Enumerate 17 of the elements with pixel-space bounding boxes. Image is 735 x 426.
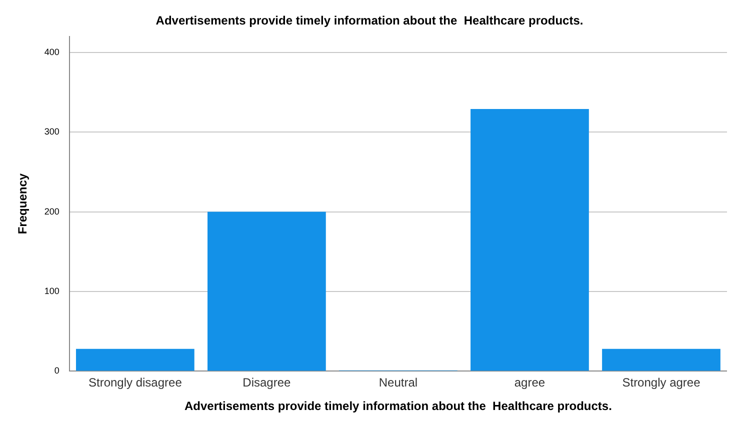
bar — [76, 348, 194, 371]
bar — [470, 108, 589, 371]
bar — [208, 212, 326, 371]
y-tick-label: 300 — [44, 126, 60, 137]
x-axis-title: Advertisements provide timely information about the Healthcare products. — [184, 399, 612, 414]
y-axis-title: Frequency — [16, 173, 30, 234]
bar — [602, 348, 720, 371]
x-tick-label: Disagree — [242, 376, 292, 390]
y-tick-label: 0 — [54, 366, 60, 376]
x-tick-label: Strongly disagree — [88, 376, 182, 390]
x-tick-label: agree — [514, 376, 546, 390]
x-tick-label: Neutral — [378, 376, 418, 390]
y-tick-label: 200 — [44, 206, 60, 216]
y-tick-label: 100 — [44, 286, 60, 296]
y-tick-label: 400 — [44, 46, 60, 57]
x-tick-label: Strongly agree — [622, 376, 701, 390]
chart-title: Advertisements provide timely information about the Healthcare products. — [156, 14, 584, 28]
